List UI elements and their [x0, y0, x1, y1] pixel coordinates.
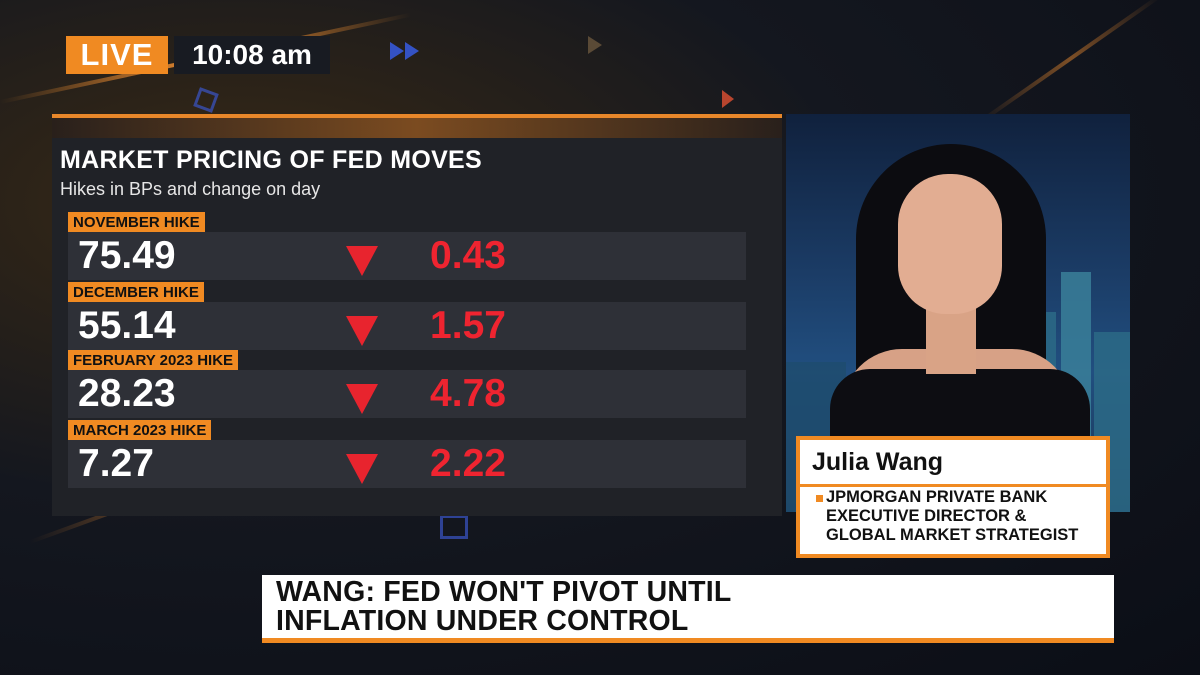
guest-title-line: JPMORGAN PRIVATE BANK	[826, 488, 1048, 506]
down-triangle-icon	[346, 384, 378, 414]
guest-title-line: GLOBAL MARKET STRATEGIST	[826, 526, 1079, 544]
headline-line: INFLATION UNDER CONTROL	[276, 605, 689, 637]
guest-title: JPMORGAN PRIVATE BANK EXECUTIVE DIRECTOR…	[826, 488, 1106, 545]
headline-banner: WANG: FED WON'T PIVOT UNTIL INFLATION UN…	[262, 575, 1114, 643]
guest-nameplate: Julia Wang JPMORGAN PRIVATE BANK EXECUTI…	[796, 436, 1110, 558]
panel-subtitle: Hikes in BPs and change on day	[60, 179, 321, 199]
row-label-february: FEBRUARY 2023 HIKE	[68, 350, 239, 370]
background-triangle-shape	[405, 42, 419, 60]
hike-value: 7.27	[78, 442, 154, 485]
change-value: 1.57	[430, 304, 506, 347]
down-triangle-icon	[346, 454, 378, 484]
row-label-november: NOVEMBER HIKE	[68, 212, 205, 232]
table-row: 75.49 0.43	[68, 232, 746, 280]
table-row: 7.27 2.22	[68, 440, 746, 488]
panel-title: MARKET PRICING OF FED MOVES	[60, 146, 483, 174]
row-label-december: DECEMBER HIKE	[68, 282, 204, 302]
change-value: 2.22	[430, 442, 506, 485]
guest-neck	[926, 304, 976, 374]
panel-accent-bar	[52, 118, 782, 138]
headline-line: WANG: FED WON'T PIVOT UNTIL	[276, 576, 732, 608]
row-label-march: MARCH 2023 HIKE	[68, 420, 212, 440]
hike-value: 55.14	[78, 304, 176, 347]
title-marker-icon	[816, 495, 823, 502]
change-value: 4.78	[430, 372, 506, 415]
hike-value: 75.49	[78, 234, 176, 277]
change-value: 0.43	[430, 234, 506, 277]
background-square-shape	[440, 515, 468, 539]
headline-text: WANG: FED WON'T PIVOT UNTIL INFLATION UN…	[276, 578, 731, 636]
background-triangle-shape	[588, 36, 602, 54]
background-triangle-shape	[722, 90, 734, 108]
guest-face	[898, 174, 1002, 314]
broadcast-time: 10:08 am	[174, 36, 330, 74]
hike-value: 28.23	[78, 372, 176, 415]
down-triangle-icon	[346, 246, 378, 276]
background-square-shape	[193, 87, 219, 113]
guest-title-line: EXECUTIVE DIRECTOR &	[826, 507, 1027, 525]
background-light-streak	[978, 0, 1162, 124]
background-triangle-shape	[390, 42, 404, 60]
nameplate-divider	[800, 484, 1106, 487]
live-badge: LIVE	[66, 36, 168, 74]
table-row: 28.23 4.78	[68, 370, 746, 418]
market-pricing-panel: MARKET PRICING OF FED MOVES Hikes in BPs…	[52, 114, 782, 516]
table-row: 55.14 1.57	[68, 302, 746, 350]
guest-name: Julia Wang	[812, 448, 944, 476]
down-triangle-icon	[346, 316, 378, 346]
